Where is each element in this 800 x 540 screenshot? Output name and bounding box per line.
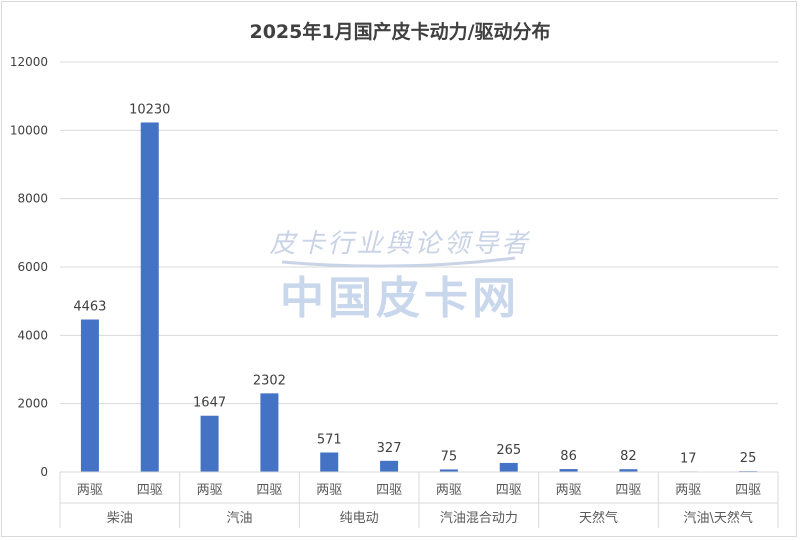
x-group-label: 天然气 (579, 510, 618, 526)
gridlines (60, 61, 778, 405)
x-subcategory-label: 四驱 (735, 483, 761, 498)
data-label: 265 (496, 443, 521, 458)
y-tick-label: 2000 (17, 397, 48, 411)
bar (499, 462, 518, 472)
y-tick-label: 4000 (17, 328, 48, 342)
watermark-swoosh (281, 256, 516, 268)
y-tick-label: 6000 (17, 260, 48, 274)
data-label: 4463 (73, 300, 106, 315)
chart-title: 2025年1月国产皮卡动力/驱动分布 (249, 20, 550, 43)
watermark: 皮卡行业舆论领导者 中国皮卡网 (269, 229, 530, 324)
bar (320, 452, 339, 472)
data-label: 327 (377, 441, 402, 456)
data-label: 75 (441, 449, 458, 464)
x-subcategory-label: 两驱 (556, 483, 582, 498)
x-group-label: 汽油混合动力 (440, 511, 518, 526)
watermark-slogan: 皮卡行业舆论领导者 (269, 229, 530, 259)
y-axis-ticks: 0 2000 4000 6000 8000 10000 12000 (10, 55, 48, 479)
x-subcategory-label: 四驱 (615, 483, 641, 498)
data-label: 25 (740, 451, 757, 466)
x-subcategory-label: 两驱 (316, 483, 342, 498)
bar (260, 393, 279, 472)
data-label: 2302 (253, 373, 286, 388)
bar (200, 415, 219, 472)
bar (619, 469, 638, 472)
bar (80, 319, 99, 472)
data-label: 86 (560, 449, 577, 464)
data-label: 10230 (129, 102, 170, 117)
x-subcategory-label: 四驱 (137, 483, 163, 498)
x-subcategory-label: 四驱 (496, 483, 522, 498)
bar (380, 460, 399, 472)
data-label: 17 (680, 451, 697, 466)
x-group-label: 柴油 (107, 511, 133, 526)
y-tick-label: 12000 (10, 55, 48, 69)
x-subcategory-label: 四驱 (256, 483, 282, 498)
data-label: 82 (620, 449, 637, 464)
data-labels: 4463 10230 1647 2302 571 327 75 265 86 82 17 25 (73, 102, 756, 466)
bar (559, 469, 578, 472)
watermark-brand: 中国皮卡网 (280, 273, 520, 324)
x-subcategory-label: 两驱 (675, 483, 701, 498)
x-subcategory-label: 两驱 (77, 483, 103, 498)
bar (439, 469, 458, 472)
bars (80, 122, 758, 472)
x-group-label: 汽油\天然气 (683, 510, 752, 526)
x-group-label: 汽油 (226, 511, 252, 526)
x-subcategory-label: 两驱 (436, 483, 462, 498)
y-tick-label: 0 (40, 465, 48, 479)
data-label: 1647 (193, 396, 226, 411)
x-subcategory-label: 四驱 (376, 483, 402, 498)
x-group-label: 纯电动 (340, 511, 379, 526)
data-label: 571 (317, 432, 342, 447)
y-tick-label: 8000 (17, 192, 48, 206)
y-tick-label: 10000 (10, 123, 48, 137)
bar (140, 122, 159, 472)
x-subcategory-label: 两驱 (197, 483, 223, 498)
